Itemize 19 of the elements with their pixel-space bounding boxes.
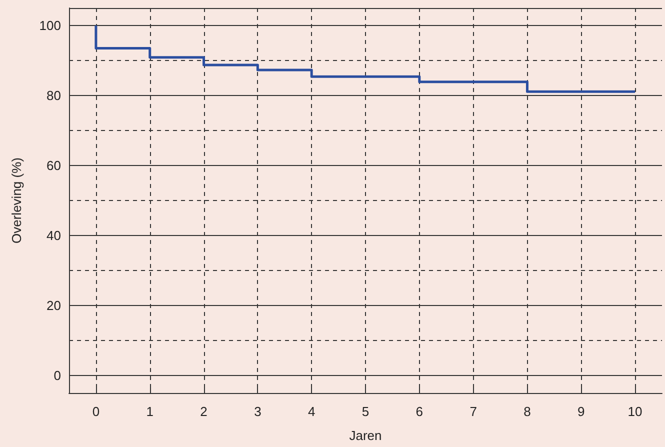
y-tick-label: 0 (54, 368, 61, 383)
y-tick-label: 80 (46, 88, 61, 103)
x-axis-title: Jaren (349, 428, 382, 443)
y-tick-label: 100 (39, 18, 61, 33)
x-tick-label: 0 (92, 404, 100, 419)
x-tick-label: 5 (362, 404, 370, 419)
x-tick-label: 1 (146, 404, 154, 419)
x-tick-label: 7 (470, 404, 477, 419)
x-tick-label: 3 (254, 404, 262, 419)
y-axis-title: Overleving (%) (9, 158, 24, 244)
x-tick-label: 6 (416, 404, 424, 419)
x-tick-label: 10 (628, 404, 642, 419)
y-tick-label: 60 (46, 158, 61, 173)
y-tick-label: 20 (46, 298, 61, 313)
x-tick-label: 8 (524, 404, 531, 419)
y-tick-label: 40 (46, 228, 61, 243)
x-tick-label: 2 (200, 404, 208, 419)
x-tick-label: 4 (308, 404, 316, 419)
x-tick-label: 9 (578, 404, 585, 419)
